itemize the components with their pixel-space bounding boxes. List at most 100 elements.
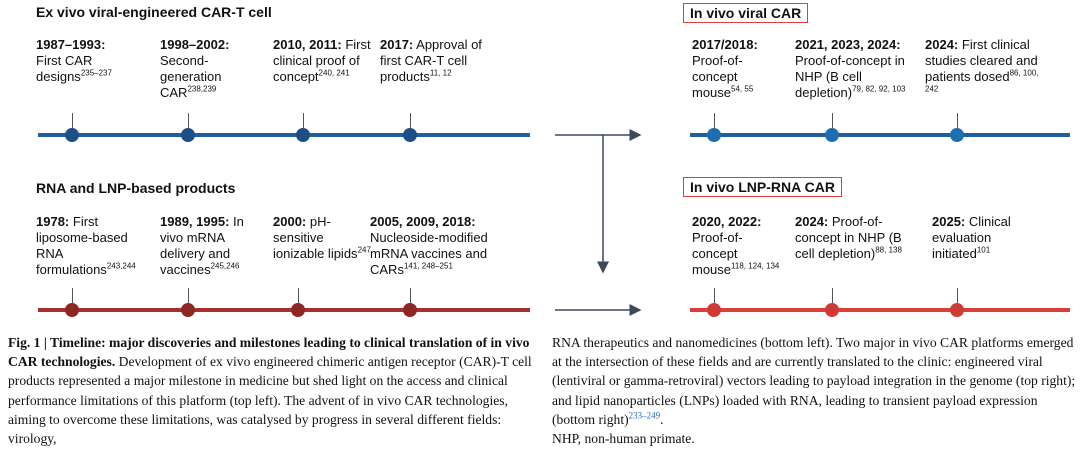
reference: 247 [357,245,371,255]
timeline-line [38,133,530,137]
event-text: First liposome-based RNA formulations [36,214,128,277]
event: 1989, 1995: In vivo mRNA delivery and va… [160,214,265,278]
event-date: 2017: [380,37,414,52]
event: 2024: First clinical studies cleared and… [925,37,1045,101]
event-text: Nucleoside-modified mRNA vaccines and CA… [370,230,488,277]
event-text: Clinical evaluation initiated [932,214,1011,261]
event: 1998–2002: Second-generation CAR238,239 [160,37,260,101]
event-stem [72,113,73,128]
event-text: Proof-of-concept in NHP (B cell depletio… [795,214,902,261]
reference: 101 [976,245,991,255]
event-dot [707,303,721,317]
caption-heading: Fig. 1 | Timeline: major discoveries and… [8,335,530,370]
event-text: Second-generation CAR [160,53,222,100]
event-dot [403,303,417,317]
event-date: 1987–1993: [36,37,106,52]
event-date: 2025: [932,214,966,229]
event-dot [181,128,195,142]
arrows [555,129,642,316]
event-date: 1989, 1995: [160,214,230,229]
event: 2000: pH-sensitive ionizable lipids247 [273,214,373,262]
event: 2017: Approval of first CAR-T cell produ… [380,37,490,85]
event-text: First clinical proof of concept [273,37,371,84]
event-date: 2005, 2009, 2018: [370,214,476,229]
caption-note: NHP, non-human primate. [552,431,695,447]
reference: 240, 241 [318,68,350,78]
event-text: Proof-of-concept mouse [692,230,743,277]
event-dot [291,303,305,317]
event: 2021, 2023, 2024: Proof-of-concept in NH… [795,37,920,101]
event-stem [714,113,715,128]
reference: 233–249 [628,410,661,421]
event-dot [950,128,964,142]
event-dot [950,303,964,317]
event-dot [181,303,195,317]
event: 2024: Proof-of-concept in NHP (B cell de… [795,214,920,262]
reference: 238,239 [187,84,217,94]
event-date: 2017/2018: [692,37,758,52]
reference: 11, 12 [429,68,452,78]
event: 2005, 2009, 2018: Nucleoside-modified mR… [370,214,510,278]
event-text: First clinical studies cleared and patie… [925,37,1038,84]
event-stem [303,113,304,128]
event: 1987–1993: First CAR designs235–237 [36,37,126,85]
event-date: 2000: [273,214,307,229]
event-date: 1978: [36,214,70,229]
reference: 118, 124, 134 [731,261,780,271]
event-date: 2010, 2011: [273,37,342,52]
event-date: 2021, 2023, 2024: [795,37,901,52]
event-stem [188,113,189,128]
caption-text: . [660,411,664,427]
reference: 54, 55 [731,84,754,94]
event-stem [832,113,833,128]
event-stem [72,288,73,303]
panel-title: In vivo viral CAR [683,3,809,23]
event-text: Approval of first CAR-T cell products [380,37,482,84]
event-dot [65,303,79,317]
event: 2017/2018: Proof-of-concept mouse54, 55 [692,37,782,101]
event-text: Proof-of-concept in NHP (B cell depletio… [795,53,905,100]
event: 2020, 2022: Proof-of-concept mouse118, 1… [692,214,787,278]
event-dot [825,128,839,142]
event-text: In vivo mRNA delivery and vaccines [160,214,244,277]
event-text: First CAR designs [36,53,93,84]
reference: 243,244 [106,261,136,271]
timeline-line [38,308,530,312]
event-stem [832,288,833,303]
event-dot [825,303,839,317]
event-dot [65,128,79,142]
event-stem [410,288,411,303]
caption-right: RNA therapeutics and nanomedicines (bott… [552,333,1080,448]
caption-text: Development of ex vivo engineered chimer… [8,354,532,447]
event-dot [707,128,721,142]
panel-title: RNA and LNP-based products [36,180,236,196]
caption-text: RNA therapeutics and nanomedicines (bott… [552,335,1076,427]
event-date: 2024: [795,214,829,229]
event-date: 2020, 2022: [692,214,762,229]
event-stem [714,288,715,303]
event-stem [957,288,958,303]
panel-title: Ex vivo viral-engineered CAR-T cell [36,4,272,20]
reference: 141, 248–251 [403,261,453,271]
timeline-line [690,308,1070,312]
reference: 79, 82, 92, 103 [852,84,906,94]
reference: 245,246 [210,261,240,271]
event-stem [298,288,299,303]
caption-left: Fig. 1 | Timeline: major discoveries and… [8,333,538,448]
panel-title: In vivo LNP-RNA CAR [683,177,842,197]
event: 1978: First liposome-based RNA formulati… [36,214,136,278]
event-stem [188,288,189,303]
reference: 86, 100, 242 [925,68,1039,94]
event-text: Proof-of-concept mouse [692,53,743,100]
event-date: 2024: [925,37,959,52]
reference: 235–237 [80,68,112,78]
event-dot [296,128,310,142]
event-stem [957,113,958,128]
event-text: pH-sensitive ionizable lipids [273,214,358,261]
event-stem [410,113,411,128]
reference: 88, 138 [875,245,902,255]
event: 2025: Clinical evaluation initiated101 [932,214,1024,262]
event: 2010, 2011: First clinical proof of conc… [273,37,373,85]
event-date: 1998–2002: [160,37,230,52]
